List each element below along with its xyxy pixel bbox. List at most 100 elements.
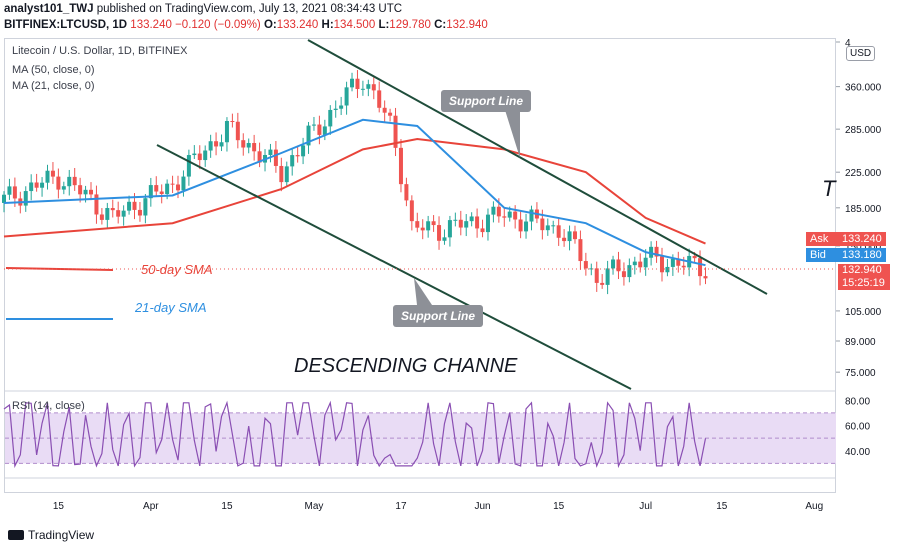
candle-body [61,186,66,190]
upper-trendline [307,39,768,295]
high-label: H: [321,19,334,31]
candle-body [268,149,273,155]
candle-body [50,170,55,177]
candle-body [464,221,469,228]
candle-body [627,265,632,278]
rsi-tick-label: 60.00 [845,422,870,433]
ma21-legend: MA (21, close, 0) [12,80,95,92]
ma21-line [3,118,706,267]
candle-body [295,155,300,157]
last-price-value: 132.940 [842,264,882,276]
candle-body [2,194,6,203]
price-tick-label: 225.000 [845,168,882,179]
price-tick-label: 89.000 [845,337,876,348]
bid-tag: Bid 133.180 [806,248,886,262]
candle-body [132,201,137,210]
candle-body [339,105,344,109]
candle-body [659,256,664,273]
candle-body [398,147,403,185]
author: analyst101_TWJ [4,3,94,15]
candle-body [311,124,316,126]
candle-body [676,258,681,266]
candle-body [665,266,670,273]
candle-body [7,186,12,195]
candle-body [654,246,659,257]
rsi-tick-label: 40.00 [845,447,870,458]
lower-trendline [156,144,632,390]
ask-tag: Ask 133.240 [806,232,886,246]
candle-body [273,149,278,166]
callout-pointer-top [505,110,520,158]
ask-label: Ask [810,233,829,245]
currency-badge[interactable]: USD [846,46,876,61]
candle-body [121,210,126,217]
candle-body [545,225,550,231]
candle-body [605,268,610,285]
candle-body [159,191,164,195]
candle-body [105,208,110,220]
candle-body [409,200,414,222]
candle-body [496,206,501,217]
support-line-callout-top: Support Line [441,90,531,112]
channel-annotation: DESCENDING CHANNE [294,355,518,377]
time-tick-label: 17 [395,501,407,512]
chart-frame [4,38,836,493]
candle-body [127,201,132,211]
candle-body [148,185,153,199]
candle-body [344,87,349,106]
candle-body [219,142,224,147]
candle-body [170,183,175,185]
candle-body [23,191,28,206]
tradingview-brand[interactable]: TradingView [8,528,94,542]
price-tick-label: 105.000 [845,307,882,318]
candle-body [551,225,556,227]
candle-body [284,166,289,183]
last-price: 133.240 [130,19,172,31]
candle-body [252,143,257,152]
candle-body [154,185,159,192]
price-tick-label: 4 [845,38,851,49]
candle-body [703,276,708,279]
candle-body [306,125,311,146]
candle-body [290,155,295,167]
candle-body [366,84,371,89]
candle-body [99,214,104,220]
candle-body [230,121,235,123]
candle-body [235,121,240,141]
time-tick-label: 15 [221,501,233,512]
pair-legend: Litecoin / U.S. Dollar, 1D, BITFINEX [12,45,188,57]
candle-body [480,228,485,233]
candle-body [83,189,88,195]
candle-body [594,268,599,283]
rsi-legend: RSI (14, close) [12,400,85,412]
close-value: 132.940 [446,19,488,31]
last-price-tag: 132.940 15:25:19 [838,264,890,290]
time-tick-label: Apr [143,501,159,512]
candle-body [524,221,529,232]
candle-body [589,268,594,270]
sma50-annotation: 50-day SMA [141,262,213,277]
candle-body [692,255,697,259]
close-label: C: [434,19,447,31]
symbol: BITFINEX:LTCUSD, 1D [4,19,128,31]
ask-value: 133.240 [842,233,882,245]
ma50-legend: MA (50, close, 0) [12,64,95,76]
candle-body [279,165,284,183]
candle-body [257,151,262,163]
candle-body [698,258,703,277]
candle-body [350,78,355,88]
candle-body [420,227,425,231]
candle-body [197,153,202,161]
candle-body [176,184,181,191]
candle-body [507,211,512,218]
price-tick-label: 285.000 [845,125,882,136]
candle-body [485,214,490,233]
candle-body [360,88,365,90]
candle-body [377,90,382,108]
price-tick-label: 360.000 [845,83,882,94]
candle-body [317,124,322,135]
candle-body [502,216,507,218]
candle-body [301,145,306,157]
callout-pointer-bottom [414,278,432,305]
